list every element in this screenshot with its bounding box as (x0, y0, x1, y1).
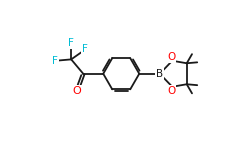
Text: F: F (82, 44, 88, 54)
Text: O: O (73, 86, 82, 96)
Text: O: O (167, 85, 175, 96)
Text: F: F (52, 56, 58, 66)
Text: F: F (68, 38, 74, 48)
Text: O: O (167, 52, 175, 62)
Text: B: B (156, 69, 163, 79)
